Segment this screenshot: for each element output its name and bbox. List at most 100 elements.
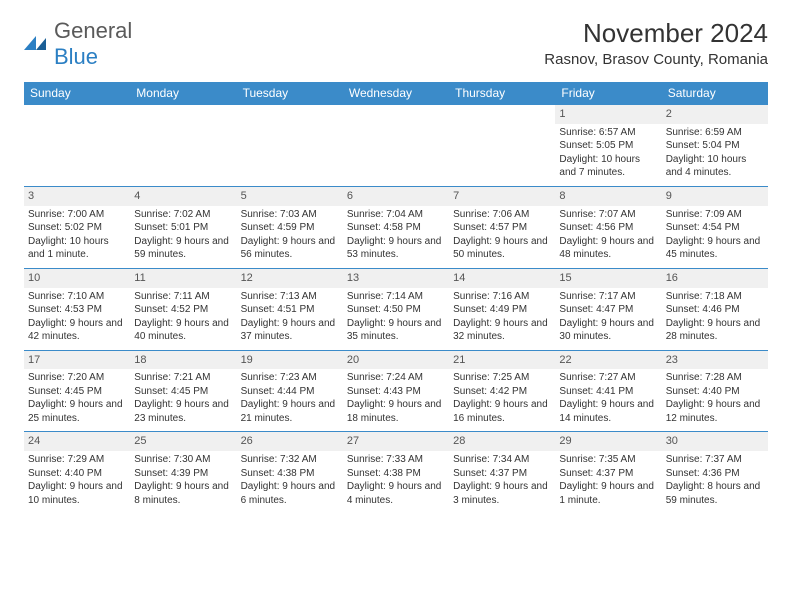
day-detail: Sunrise: 7:00 AMSunset: 5:02 PMDaylight:… (24, 206, 130, 269)
header: GeneralBlue November 2024 Rasnov, Brasov… (24, 18, 768, 70)
day-detail (343, 124, 449, 187)
day-number: 25 (130, 432, 236, 451)
day-detail-line: Daylight: 9 hours and 25 minutes. (28, 398, 126, 425)
day-detail-line: Sunset: 4:43 PM (347, 385, 445, 399)
day-detail-line: Sunrise: 7:00 AM (28, 208, 126, 222)
logo-icon (24, 32, 50, 57)
day-detail-line: Sunrise: 7:20 AM (28, 371, 126, 385)
day-detail: Sunrise: 7:10 AMSunset: 4:53 PMDaylight:… (24, 288, 130, 351)
day-detail-row: Sunrise: 7:10 AMSunset: 4:53 PMDaylight:… (24, 288, 768, 351)
day-detail-line: Daylight: 9 hours and 16 minutes. (453, 398, 551, 425)
day-detail-line: Sunrise: 7:17 AM (559, 290, 657, 304)
day-detail-line: Daylight: 10 hours and 4 minutes. (666, 153, 764, 180)
day-detail-line: Daylight: 10 hours and 1 minute. (28, 235, 126, 262)
day-number: 16 (662, 268, 768, 287)
day-detail-line: Sunrise: 7:09 AM (666, 208, 764, 222)
day-number: 12 (237, 268, 343, 287)
day-detail: Sunrise: 7:30 AMSunset: 4:39 PMDaylight:… (130, 451, 236, 513)
day-detail-line: Sunrise: 7:35 AM (559, 453, 657, 467)
day-detail-line: Daylight: 9 hours and 45 minutes. (666, 235, 764, 262)
day-detail: Sunrise: 6:59 AMSunset: 5:04 PMDaylight:… (662, 124, 768, 187)
day-detail-line: Sunrise: 7:37 AM (666, 453, 764, 467)
day-detail-line: Sunrise: 7:28 AM (666, 371, 764, 385)
day-detail-line: Daylight: 9 hours and 59 minutes. (134, 235, 232, 262)
day-number (237, 105, 343, 124)
day-detail-line: Sunrise: 6:57 AM (559, 126, 657, 140)
day-detail: Sunrise: 7:25 AMSunset: 4:42 PMDaylight:… (449, 369, 555, 432)
day-detail: Sunrise: 7:35 AMSunset: 4:37 PMDaylight:… (555, 451, 661, 513)
day-detail: Sunrise: 7:27 AMSunset: 4:41 PMDaylight:… (555, 369, 661, 432)
day-detail-line: Sunrise: 7:16 AM (453, 290, 551, 304)
day-detail-line: Sunset: 4:46 PM (666, 303, 764, 317)
day-detail-line: Sunset: 4:40 PM (666, 385, 764, 399)
day-number (343, 105, 449, 124)
day-detail: Sunrise: 7:11 AMSunset: 4:52 PMDaylight:… (130, 288, 236, 351)
day-detail-line: Daylight: 9 hours and 50 minutes. (453, 235, 551, 262)
day-detail: Sunrise: 7:07 AMSunset: 4:56 PMDaylight:… (555, 206, 661, 269)
day-detail-line: Daylight: 9 hours and 23 minutes. (134, 398, 232, 425)
day-number: 2 (662, 105, 768, 124)
day-detail-line: Sunset: 4:52 PM (134, 303, 232, 317)
day-number: 20 (343, 350, 449, 369)
day-detail-line: Sunrise: 7:23 AM (241, 371, 339, 385)
title-block: November 2024 Rasnov, Brasov County, Rom… (544, 18, 768, 68)
day-detail-line: Daylight: 9 hours and 12 minutes. (666, 398, 764, 425)
day-detail-line: Sunset: 5:05 PM (559, 139, 657, 153)
day-detail: Sunrise: 7:20 AMSunset: 4:45 PMDaylight:… (24, 369, 130, 432)
location: Rasnov, Brasov County, Romania (544, 51, 768, 68)
day-number (24, 105, 130, 124)
day-number: 21 (449, 350, 555, 369)
weekday-header: Tuesday (237, 82, 343, 105)
day-detail (130, 124, 236, 187)
day-detail-line: Sunrise: 7:21 AM (134, 371, 232, 385)
day-detail-line: Sunrise: 7:18 AM (666, 290, 764, 304)
day-detail: Sunrise: 7:37 AMSunset: 4:36 PMDaylight:… (662, 451, 768, 513)
day-detail-line: Daylight: 9 hours and 4 minutes. (347, 480, 445, 507)
day-detail-line: Sunrise: 7:24 AM (347, 371, 445, 385)
day-detail (237, 124, 343, 187)
day-number (130, 105, 236, 124)
day-detail: Sunrise: 7:34 AMSunset: 4:37 PMDaylight:… (449, 451, 555, 513)
day-number: 10 (24, 268, 130, 287)
day-detail-line: Daylight: 10 hours and 7 minutes. (559, 153, 657, 180)
day-number-row: 17181920212223 (24, 350, 768, 369)
day-detail-line: Sunrise: 7:33 AM (347, 453, 445, 467)
day-number: 9 (662, 186, 768, 205)
day-detail-line: Sunset: 4:49 PM (453, 303, 551, 317)
day-number-row: 24252627282930 (24, 432, 768, 451)
day-detail-line: Sunrise: 7:34 AM (453, 453, 551, 467)
day-detail: Sunrise: 6:57 AMSunset: 5:05 PMDaylight:… (555, 124, 661, 187)
weekday-header: Thursday (449, 82, 555, 105)
day-number: 28 (449, 432, 555, 451)
day-detail: Sunrise: 7:04 AMSunset: 4:58 PMDaylight:… (343, 206, 449, 269)
day-detail (24, 124, 130, 187)
day-detail-line: Sunset: 4:37 PM (559, 467, 657, 481)
day-detail-line: Sunset: 4:58 PM (347, 221, 445, 235)
day-detail: Sunrise: 7:21 AMSunset: 4:45 PMDaylight:… (130, 369, 236, 432)
day-number-row: 12 (24, 105, 768, 124)
day-number: 27 (343, 432, 449, 451)
day-detail-line: Daylight: 9 hours and 53 minutes. (347, 235, 445, 262)
day-detail-line: Sunset: 4:41 PM (559, 385, 657, 399)
day-detail-line: Sunset: 4:38 PM (241, 467, 339, 481)
day-detail: Sunrise: 7:13 AMSunset: 4:51 PMDaylight:… (237, 288, 343, 351)
day-detail: Sunrise: 7:33 AMSunset: 4:38 PMDaylight:… (343, 451, 449, 513)
day-detail-row: Sunrise: 7:20 AMSunset: 4:45 PMDaylight:… (24, 369, 768, 432)
day-detail-row: Sunrise: 6:57 AMSunset: 5:05 PMDaylight:… (24, 124, 768, 187)
day-number: 18 (130, 350, 236, 369)
day-detail-line: Sunset: 4:51 PM (241, 303, 339, 317)
day-number: 14 (449, 268, 555, 287)
day-detail-line: Daylight: 9 hours and 32 minutes. (453, 317, 551, 344)
day-number: 26 (237, 432, 343, 451)
day-number: 22 (555, 350, 661, 369)
day-detail-line: Sunset: 4:45 PM (134, 385, 232, 399)
day-detail-line: Sunset: 5:02 PM (28, 221, 126, 235)
day-number-row: 3456789 (24, 186, 768, 205)
day-number: 8 (555, 186, 661, 205)
day-detail: Sunrise: 7:24 AMSunset: 4:43 PMDaylight:… (343, 369, 449, 432)
logo: GeneralBlue (24, 18, 132, 70)
day-detail-line: Sunset: 4:53 PM (28, 303, 126, 317)
day-detail-line: Daylight: 9 hours and 21 minutes. (241, 398, 339, 425)
day-number: 13 (343, 268, 449, 287)
day-detail (449, 124, 555, 187)
